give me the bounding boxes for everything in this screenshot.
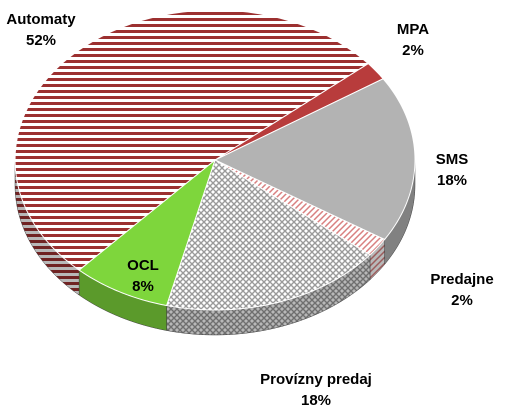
slice bbox=[165, 159, 371, 311]
slice-label: SMS bbox=[436, 151, 469, 168]
slice-label: Provízny predaj bbox=[260, 371, 372, 388]
value-label: 18% bbox=[437, 172, 467, 189]
slice bbox=[214, 159, 386, 256]
slice-label: MPA bbox=[397, 21, 429, 38]
value-label: 2% bbox=[402, 42, 424, 59]
slice bbox=[214, 62, 384, 161]
value-label: 8% bbox=[132, 278, 154, 295]
slice bbox=[14, 9, 370, 271]
value-label: 18% bbox=[301, 392, 331, 409]
slice-label: Automaty bbox=[6, 11, 76, 28]
slice bbox=[78, 158, 217, 307]
slice-label: Predajne bbox=[430, 271, 493, 288]
slice bbox=[213, 78, 416, 241]
value-label: 52% bbox=[26, 32, 56, 49]
value-label: 2% bbox=[451, 292, 473, 309]
slice-label: OCL bbox=[127, 257, 159, 274]
